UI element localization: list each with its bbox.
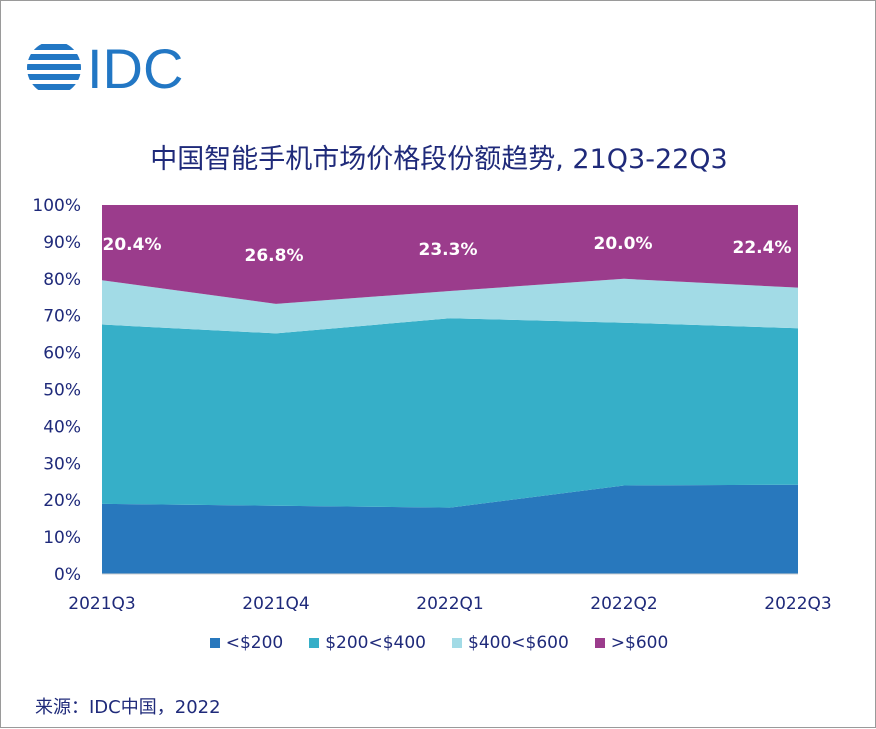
data-label: 20.0% <box>594 234 653 254</box>
y-tick-label: 10% <box>43 528 81 548</box>
x-tick-label: 2022Q3 <box>764 594 831 614</box>
source-note: 来源：IDC中国，2022 <box>35 697 221 718</box>
area-series-0 <box>102 484 798 574</box>
chart-title: 中国智能手机市场价格段份额趋势, 21Q3-22Q3 <box>150 144 728 175</box>
data-label: 26.8% <box>245 246 304 266</box>
legend-item: <$200 <box>209 633 284 653</box>
legend-item: $200<$400 <box>309 633 426 653</box>
y-tick-label: 60% <box>43 344 81 364</box>
area-series-3 <box>102 205 798 304</box>
x-tick-label: 2022Q2 <box>590 594 657 614</box>
data-label: 20.4% <box>103 235 162 255</box>
y-tick-label: 50% <box>43 381 81 401</box>
idc-logo: IDC <box>27 41 183 97</box>
legend-item: >$600 <box>594 633 669 653</box>
y-tick-label: 70% <box>43 307 81 327</box>
chart-legend: <$200 $200<$400 $400<$600 >$600 <box>1 633 876 653</box>
legend-swatch <box>594 638 605 648</box>
legend-label: $400<$600 <box>468 633 569 653</box>
data-label: 23.3% <box>419 240 478 260</box>
area-series-1 <box>102 318 798 508</box>
legend-swatch <box>209 638 220 648</box>
legend-label: >$600 <box>610 633 669 653</box>
y-tick-label: 30% <box>43 454 81 474</box>
legend-swatch <box>309 638 320 648</box>
y-tick-label: 80% <box>43 270 81 290</box>
legend-item: $400<$600 <box>452 633 569 653</box>
y-tick-label: 100% <box>32 196 81 216</box>
y-tick-label: 20% <box>43 491 81 511</box>
legend-swatch <box>452 638 462 648</box>
y-tick-label: 40% <box>43 417 81 437</box>
y-tick-label: 0% <box>54 565 81 585</box>
x-tick-label: 2021Q4 <box>242 594 309 614</box>
legend-label: <$200 <box>225 633 284 653</box>
logo-text: IDC <box>87 41 183 97</box>
data-label: 22.4% <box>733 238 792 258</box>
area-series-2 <box>102 278 798 334</box>
x-tick-label: 2022Q1 <box>416 594 483 614</box>
x-tick-label: 2021Q3 <box>68 594 135 614</box>
y-tick-label: 90% <box>43 233 81 253</box>
globe-icon <box>27 44 81 90</box>
legend-label: $200<$400 <box>325 633 426 653</box>
